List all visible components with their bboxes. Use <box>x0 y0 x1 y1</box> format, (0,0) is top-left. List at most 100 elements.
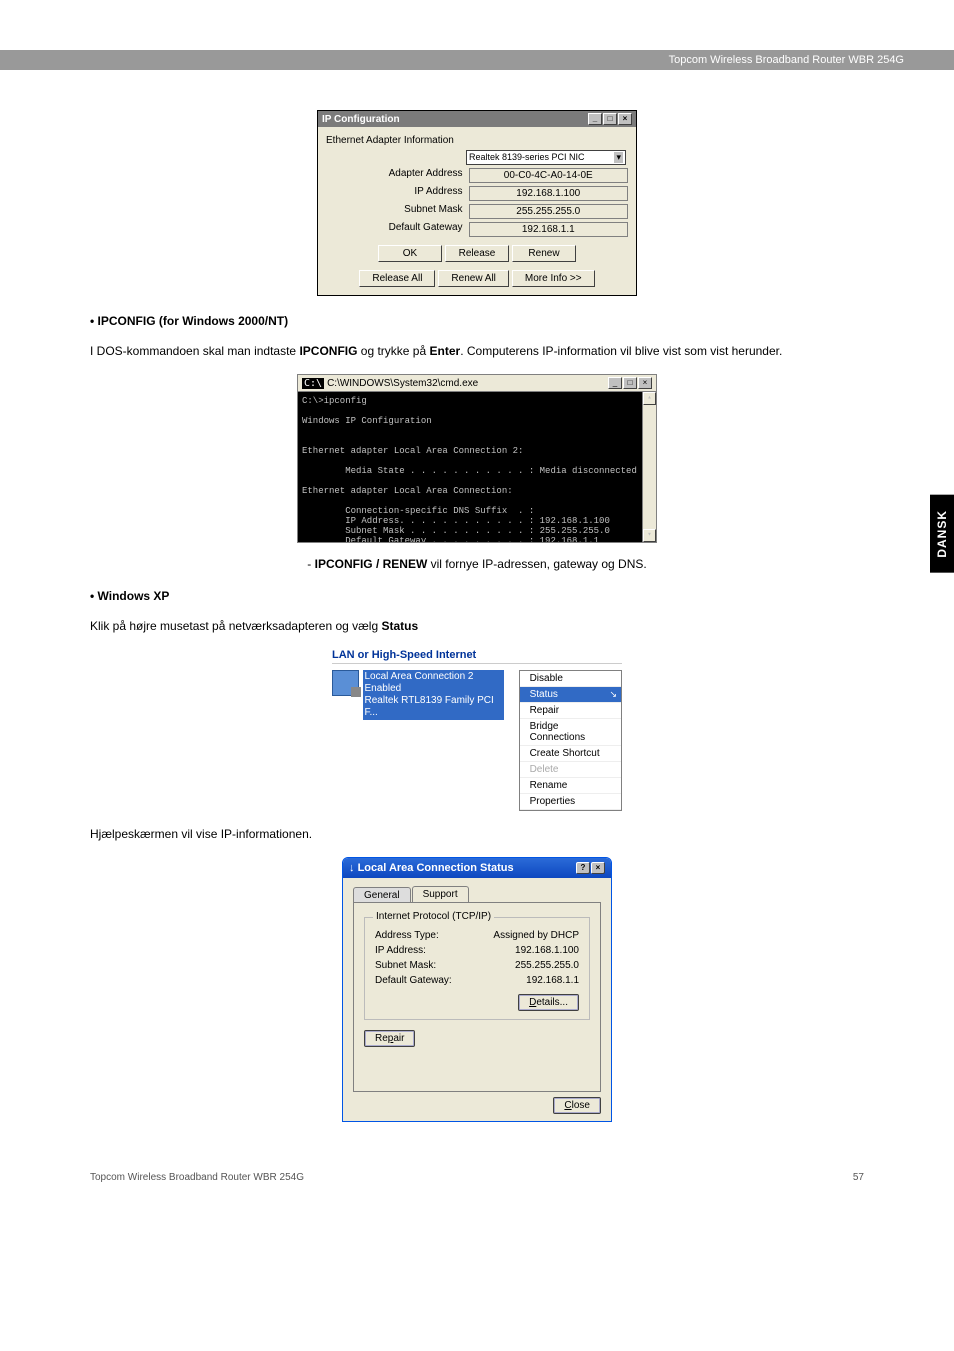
chevron-down-icon: ▾ <box>614 152 623 163</box>
status-subnet-label: Subnet Mask: <box>375 960 436 971</box>
ip-config-dialog: IP Configuration _ □ × Ethernet Adapter … <box>317 110 637 296</box>
ipconfig-heading: • IPCONFIG (for Windows 2000/NT) <box>90 314 864 328</box>
adapter-address-label: Adapter Address <box>326 168 469 183</box>
adapter-dropdown[interactable]: Realtek 8139-series PCI NIC ▾ <box>466 150 626 165</box>
minimize-icon[interactable]: _ <box>608 377 622 389</box>
ip-address-value: 192.168.1.100 <box>469 186 628 201</box>
release-button[interactable]: Release <box>445 245 509 262</box>
help-icon[interactable]: ? <box>576 862 590 874</box>
page-footer: Topcom Wireless Broadband Router WBR 254… <box>0 1162 954 1203</box>
status-body: General Support Internet Protocol (TCP/I… <box>343 878 611 1121</box>
subnet-row: Subnet Mask 255.255.255.0 <box>326 204 628 219</box>
helper-text: Hjælpeskærmen vil vise IP-informationen. <box>90 825 864 843</box>
ip-address-row: IP Address 192.168.1.100 <box>326 186 628 201</box>
menu-rename[interactable]: Rename <box>520 778 621 794</box>
ip-config-title: IP Configuration <box>322 114 400 125</box>
menu-disable[interactable]: Disable <box>520 671 621 687</box>
cmd-title: C:\C:\WINDOWS\System32\cmd.exe <box>302 378 478 389</box>
adapter-section-label: Ethernet Adapter Information <box>326 135 628 146</box>
ok-button[interactable]: OK <box>378 245 442 262</box>
button-row-1: OK Release Renew <box>326 245 628 262</box>
renew-button[interactable]: Renew <box>512 245 576 262</box>
status-subnet-row: Subnet Mask: 255.255.255.0 <box>375 960 579 971</box>
minimize-icon[interactable]: _ <box>588 113 602 125</box>
button-rows: OK Release Renew Release All Renew All M… <box>326 245 628 287</box>
menu-bridge[interactable]: Bridge Connections <box>520 719 621 746</box>
winxp-text: Klik på højre musetast på netværksadapte… <box>90 617 864 635</box>
network-adapter-icon <box>332 670 359 696</box>
cmd-titlebar: C:\C:\WINDOWS\System32\cmd.exe _ □ × <box>298 375 656 392</box>
renew-note: - IPCONFIG / RENEW vil fornye IP-adresse… <box>90 557 864 571</box>
scroll-up-icon[interactable]: ▴ <box>643 392 656 405</box>
status-window-controls: ? × <box>576 862 605 874</box>
status-gateway-label: Default Gateway: <box>375 975 452 986</box>
ip-config-titlebar: IP Configuration _ □ × <box>318 111 636 127</box>
page-content: IP Configuration _ □ × Ethernet Adapter … <box>0 70 954 1162</box>
address-type-row: Address Type: Assigned by DHCP <box>375 930 579 941</box>
lan-adapter-label: Local Area Connection 2 Enabled Realtek … <box>363 670 504 720</box>
tab-general[interactable]: General <box>353 887 411 903</box>
footer-page-number: 57 <box>853 1172 864 1183</box>
status-ip-value: 192.168.1.100 <box>515 945 579 956</box>
cmd-window-controls: _ □ × <box>608 377 652 389</box>
address-type-label: Address Type: <box>375 930 439 941</box>
product-name: Topcom Wireless Broadband Router WBR 254… <box>669 54 904 66</box>
winxp-heading: • Windows XP <box>90 589 864 603</box>
status-titlebar: ↓ Local Area Connection Status ? × <box>343 858 611 878</box>
window-controls: _ □ × <box>588 113 632 125</box>
dialog-footer: Close <box>353 1100 601 1111</box>
maximize-icon[interactable]: □ <box>603 113 617 125</box>
repair-button[interactable]: Repair <box>364 1030 415 1047</box>
menu-status[interactable]: Status <box>520 687 621 703</box>
status-dialog: ↓ Local Area Connection Status ? × Gener… <box>342 857 612 1122</box>
tab-support[interactable]: Support <box>412 886 469 902</box>
close-button[interactable]: Close <box>553 1097 601 1114</box>
button-row-2: Release All Renew All More Info >> <box>326 270 628 287</box>
ip-config-body: Ethernet Adapter Information Realtek 813… <box>318 127 636 295</box>
more-info-button[interactable]: More Info >> <box>512 270 595 287</box>
page-header: Topcom Wireless Broadband Router WBR 254… <box>0 50 954 70</box>
status-subnet-value: 255.255.255.0 <box>515 960 579 971</box>
details-button[interactable]: Details... <box>518 994 579 1011</box>
scroll-down-icon[interactable]: ▾ <box>643 529 656 542</box>
tab-strip: General Support <box>353 886 601 902</box>
adapter-address-value: 00-C0-4C-A0-14-0E <box>469 168 628 183</box>
footer-left: Topcom Wireless Broadband Router WBR 254… <box>90 1172 304 1183</box>
renew-all-button[interactable]: Renew All <box>438 270 508 287</box>
ip-address-label: IP Address <box>326 186 469 201</box>
cmd-output: C:\>ipconfig Windows IP Configuration Et… <box>298 392 656 542</box>
adapter-address-row: Adapter Address 00-C0-4C-A0-14-0E <box>326 168 628 183</box>
cmd-window: C:\C:\WINDOWS\System32\cmd.exe _ □ × C:\… <box>297 374 657 543</box>
status-ip-label: IP Address: <box>375 945 426 956</box>
adapter-value: Realtek 8139-series PCI NIC <box>469 152 585 163</box>
ipconfig-text: I DOS-kommandoen skal man indtaste IPCON… <box>90 342 864 360</box>
subnet-label: Subnet Mask <box>326 204 469 219</box>
lan-content: Local Area Connection 2 Enabled Realtek … <box>332 670 622 811</box>
close-icon[interactable]: × <box>618 113 632 125</box>
lan-adapter-item[interactable]: Local Area Connection 2 Enabled Realtek … <box>332 670 504 811</box>
context-menu: Disable Status Repair Bridge Connections… <box>519 670 622 811</box>
maximize-icon[interactable]: □ <box>623 377 637 389</box>
scrollbar[interactable]: ▴▾ <box>642 392 656 542</box>
lan-header: LAN or High-Speed Internet <box>332 649 622 664</box>
gateway-label: Default Gateway <box>326 222 469 237</box>
gateway-value: 192.168.1.1 <box>469 222 628 237</box>
status-gateway-row: Default Gateway: 192.168.1.1 <box>375 975 579 986</box>
status-gateway-value: 192.168.1.1 <box>526 975 579 986</box>
menu-shortcut[interactable]: Create Shortcut <box>520 746 621 762</box>
gateway-row: Default Gateway 192.168.1.1 <box>326 222 628 237</box>
tab-panel: Internet Protocol (TCP/IP) Address Type:… <box>353 902 601 1092</box>
menu-repair[interactable]: Repair <box>520 703 621 719</box>
release-all-button[interactable]: Release All <box>359 270 435 287</box>
lan-window: LAN or High-Speed Internet Local Area Co… <box>332 649 622 811</box>
menu-properties[interactable]: Properties <box>520 794 621 810</box>
status-title: ↓ Local Area Connection Status <box>349 862 514 874</box>
subnet-value: 255.255.255.0 <box>469 204 628 219</box>
group-title: Internet Protocol (TCP/IP) <box>373 911 494 922</box>
status-ip-row: IP Address: 192.168.1.100 <box>375 945 579 956</box>
language-tab: DANSK <box>930 495 954 573</box>
tcp-ip-group: Internet Protocol (TCP/IP) Address Type:… <box>364 917 590 1020</box>
close-icon[interactable]: × <box>638 377 652 389</box>
close-icon[interactable]: × <box>591 862 605 874</box>
address-type-value: Assigned by DHCP <box>493 930 579 941</box>
